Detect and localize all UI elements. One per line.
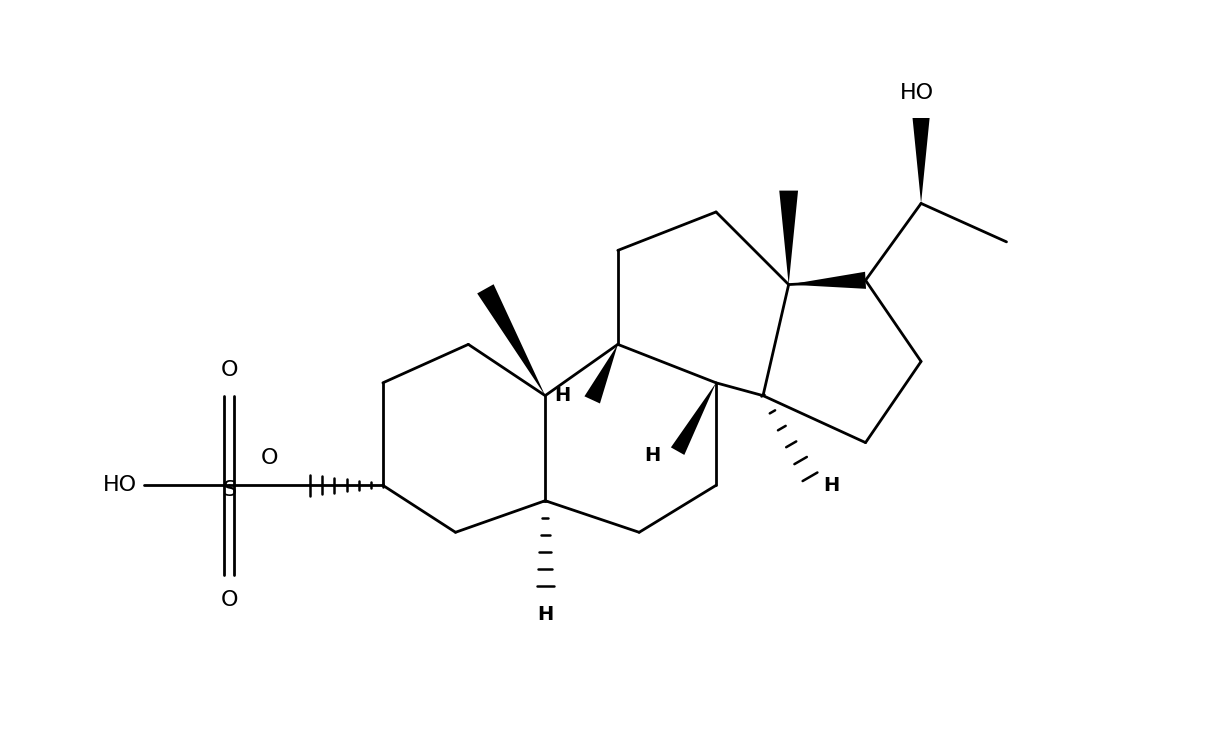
Text: H: H bbox=[644, 446, 661, 465]
Text: O: O bbox=[220, 591, 238, 610]
Text: O: O bbox=[220, 360, 238, 380]
Text: S: S bbox=[223, 480, 236, 500]
Text: HO: HO bbox=[900, 83, 934, 103]
Text: O: O bbox=[261, 448, 278, 468]
Text: HO: HO bbox=[103, 475, 137, 495]
Polygon shape bbox=[912, 118, 929, 204]
Text: H: H bbox=[823, 476, 840, 495]
Text: H: H bbox=[537, 605, 553, 624]
Polygon shape bbox=[670, 383, 716, 455]
Polygon shape bbox=[779, 191, 799, 285]
Polygon shape bbox=[584, 344, 618, 403]
Polygon shape bbox=[789, 272, 866, 289]
Text: H: H bbox=[554, 386, 570, 405]
Polygon shape bbox=[477, 284, 546, 396]
